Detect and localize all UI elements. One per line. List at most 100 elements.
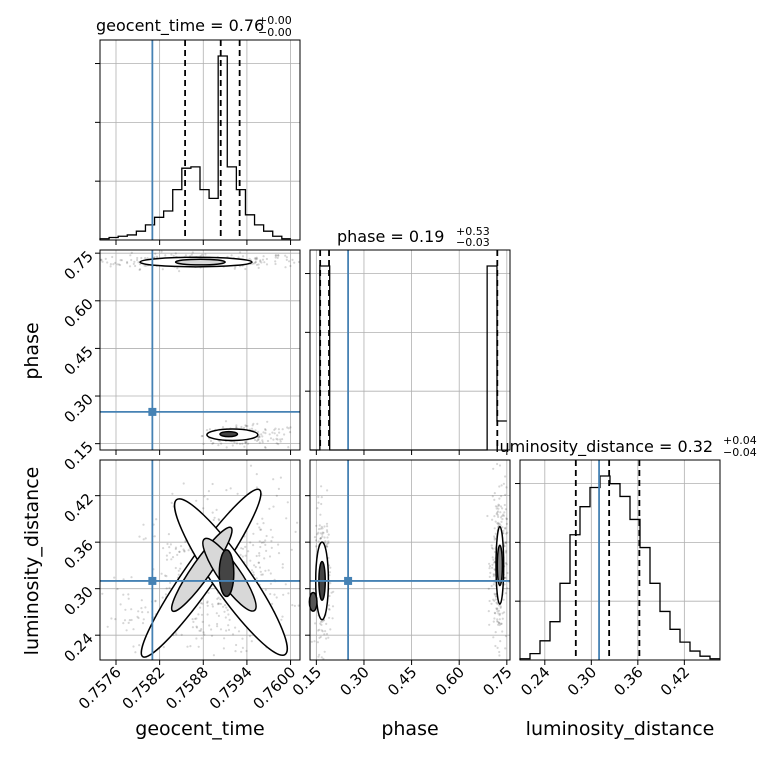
sample-point-scatter_lumdist_vs_phase-1-119 (499, 640, 502, 643)
sample-point-scatter_lumdist_vs_phase-1-16 (501, 526, 504, 529)
sample-point-scatter_phase_vs_geocent_time-0-254 (170, 253, 173, 256)
sample-point-scatter_lumdist_vs_phase-0-50 (323, 650, 326, 653)
sample-point-scatter_lumdist_vs_phase-1-95 (494, 612, 497, 615)
sample-point-scatter_lumdist_vs_phase-1-97 (505, 532, 508, 535)
sample-point-scatter_phase_vs_geocent_time-2-8 (261, 439, 264, 442)
sample-point-scatter_lumdist_vs_phase-0-46 (328, 608, 331, 611)
sample-point-scatter_lumdist_vs_phase-1-137 (498, 604, 501, 607)
sample-point-scatter_phase_vs_geocent_time-0-177 (244, 267, 247, 271)
tick-label-x-phase-3: 0.60 (432, 663, 468, 699)
sample-point-scatter_phase_vs_geocent_time-0-71 (255, 263, 259, 266)
sample-point-scatter_lumdist_vs_phase-1-167 (504, 635, 508, 638)
sample-point-scatter_lumdist_vs_geocent_time-1-151 (216, 625, 219, 628)
sample-point-scatter_lumdist_vs_geocent_time-0-179 (165, 554, 168, 557)
sample-point-scatter_lumdist_vs_geocent_time-0-128 (192, 620, 195, 624)
sample-point-scatter_phase_vs_geocent_time-0-48 (233, 267, 236, 270)
sample-point-scatter_lumdist_vs_phase-1-295 (490, 546, 494, 550)
sample-point-scatter_phase_vs_geocent_time-0-144 (254, 258, 257, 261)
sample-point-scatter_lumdist_vs_phase-1-121 (506, 531, 509, 534)
sample-point-scatter_lumdist_vs_geocent_time-0-44 (177, 573, 180, 576)
sample-point-scatter_lumdist_vs_phase-1-241 (499, 605, 502, 608)
sample-point-scatter_lumdist_vs_geocent_time-1-184 (206, 498, 209, 501)
sample-point-scatter_phase_vs_geocent_time-2-0 (256, 422, 259, 425)
sample-point-scatter_lumdist_vs_phase-0-233 (323, 525, 326, 528)
sample-point-scatter_lumdist_vs_geocent_time-0-186 (142, 538, 145, 541)
sample-point-scatter_lumdist_vs_phase-1-47 (496, 646, 499, 650)
sample-point-scatter_phase_vs_geocent_time-0-163 (134, 264, 137, 268)
sample-point-scatter_phase_vs_geocent_time-2-34 (287, 446, 290, 449)
sample-point-scatter_lumdist_vs_geocent_time-1-253 (241, 637, 244, 640)
sample-point-scatter_lumdist_vs_geocent_time-0-25 (208, 624, 211, 627)
sample-point-scatter_phase_vs_geocent_time-0-191 (120, 259, 123, 262)
contour-scatter_phase_vs_geocent_time-1 (174, 258, 226, 266)
sample-point-scatter_lumdist_vs_geocent_time-0-59 (263, 557, 266, 560)
sample-point-scatter_phase_vs_geocent_time-0-181 (119, 263, 122, 267)
sample-point-scatter_phase_vs_geocent_time-0-6 (136, 258, 139, 262)
sample-point-scatter_lumdist_vs_geocent_time-0-185 (137, 616, 140, 620)
sample-point-scatter_phase_vs_geocent_time-0-251 (114, 261, 117, 264)
sample-point-scatter_lumdist_vs_phase-1-148 (487, 610, 490, 613)
sample-point-scatter_lumdist_vs_geocent_time-0-247 (244, 545, 247, 549)
sample-point-scatter_phase_vs_geocent_time-0-167 (274, 254, 277, 257)
sample-point-scatter_lumdist_vs_phase-1-243 (502, 513, 505, 516)
title-phase-sup: +0.53 (456, 225, 490, 238)
sample-point-scatter_phase_vs_geocent_time-2-35 (252, 422, 255, 425)
sample-point-scatter_lumdist_vs_phase-1-41 (495, 512, 498, 516)
sample-point-scatter_lumdist_vs_phase-1-283 (501, 518, 504, 521)
sample-point-scatter_phase_vs_geocent_time-0-40 (275, 254, 278, 257)
sample-point-scatter_lumdist_vs_phase-0-30 (318, 524, 321, 527)
sample-point-scatter_lumdist_vs_phase-1-177 (505, 518, 508, 521)
sample-point-scatter_lumdist_vs_geocent_time-1-51 (277, 487, 280, 490)
sample-point-scatter_lumdist_vs_phase-0-31 (316, 507, 319, 510)
sample-point-scatter_lumdist_vs_phase-1-290 (498, 485, 501, 488)
sample-point-scatter_lumdist_vs_phase-0-66 (313, 640, 316, 643)
sample-point-scatter_phase_vs_geocent_time-0-249 (285, 258, 288, 261)
ylabel-luminosity-distance: luminosity_distance (21, 467, 43, 656)
sample-point-scatter_lumdist_vs_geocent_time-0-10 (219, 602, 222, 606)
sample-point-scatter_phase_vs_geocent_time-2-48 (287, 427, 290, 430)
tick-label-x-luminosity_distance-0: 0.24 (517, 663, 553, 699)
sample-point-scatter_lumdist_vs_geocent_time-0-127 (166, 542, 169, 546)
sample-point-scatter_phase_vs_geocent_time-0-89 (190, 253, 193, 256)
sample-point-scatter_lumdist_vs_geocent_time-0-146 (281, 615, 284, 618)
sample-point-scatter_lumdist_vs_geocent_time-1-163 (281, 566, 284, 569)
sample-point-scatter_lumdist_vs_geocent_time-0-241 (206, 613, 209, 616)
sample-point-scatter_lumdist_vs_phase-1-17 (491, 547, 494, 550)
sample-point-scatter_phase_vs_geocent_time-0-140 (137, 261, 140, 264)
sample-point-scatter_phase_vs_geocent_time-1-99 (200, 435, 203, 438)
sample-point-scatter_lumdist_vs_geocent_time-1-128 (272, 478, 275, 481)
sample-point-scatter_lumdist_vs_geocent_time-2-59 (122, 622, 125, 625)
sample-point-scatter_lumdist_vs_phase-1-56 (493, 568, 496, 571)
sample-point-scatter_phase_vs_geocent_time-0-200 (191, 251, 194, 254)
title-geocent-time-sub: −0.00 (258, 26, 292, 39)
sample-point-scatter_lumdist_vs_phase-1-191 (496, 505, 499, 508)
sample-point-scatter_lumdist_vs_geocent_time-0-69 (153, 535, 156, 538)
sample-point-scatter_lumdist_vs_geocent_time-1-17 (284, 583, 287, 586)
sample-point-scatter_lumdist_vs_geocent_time-0-85 (167, 533, 170, 536)
sample-point-scatter_lumdist_vs_geocent_time-1-19 (199, 602, 203, 605)
sample-point-scatter_phase_vs_geocent_time-0-240 (116, 263, 119, 266)
sample-point-scatter_phase_vs_geocent_time-1-50 (258, 436, 261, 439)
sample-point-scatter_lumdist_vs_geocent_time-0-66 (201, 620, 204, 624)
sample-point-scatter_phase_vs_geocent_time-0-27 (248, 257, 251, 260)
sample-point-scatter_lumdist_vs_phase-0-99 (320, 496, 323, 499)
sample-point-scatter_phase_vs_geocent_time-2-31 (283, 433, 286, 436)
sample-point-scatter_lumdist_vs_phase-0-96 (314, 539, 318, 542)
sample-point-scatter_lumdist_vs_geocent_time-1-235 (273, 593, 276, 596)
sample-point-scatter_lumdist_vs_phase-0-225 (328, 616, 331, 619)
sample-point-scatter_lumdist_vs_phase-0-57 (328, 607, 331, 611)
sample-point-scatter_lumdist_vs_phase-1-120 (501, 630, 504, 633)
sample-point-scatter_lumdist_vs_geocent_time-0-182 (183, 550, 186, 553)
tick-label-x-phase-2: 0.45 (384, 663, 420, 699)
sample-point-scatter_lumdist_vs_phase-0-56 (331, 617, 334, 620)
tick-label-x-luminosity_distance-1: 0.30 (564, 663, 600, 699)
sample-point-scatter_lumdist_vs_phase-1-223 (505, 517, 508, 520)
sample-point-scatter_lumdist_vs_geocent_time-1-15 (200, 613, 204, 616)
sample-point-scatter_lumdist_vs_geocent_time-0-196 (183, 549, 186, 552)
sample-point-scatter_lumdist_vs_geocent_time-1-188 (231, 633, 235, 636)
tick-label-x-luminosity_distance-3: 0.42 (657, 663, 693, 699)
sample-point-scatter_lumdist_vs_geocent_time-1-2 (294, 530, 297, 534)
sample-point-scatter_phase_vs_geocent_time-0-101 (199, 254, 202, 257)
sample-point-scatter_lumdist_vs_phase-0-94 (325, 637, 328, 640)
sample-point-scatter_phase_vs_geocent_time-0-30 (230, 254, 233, 257)
